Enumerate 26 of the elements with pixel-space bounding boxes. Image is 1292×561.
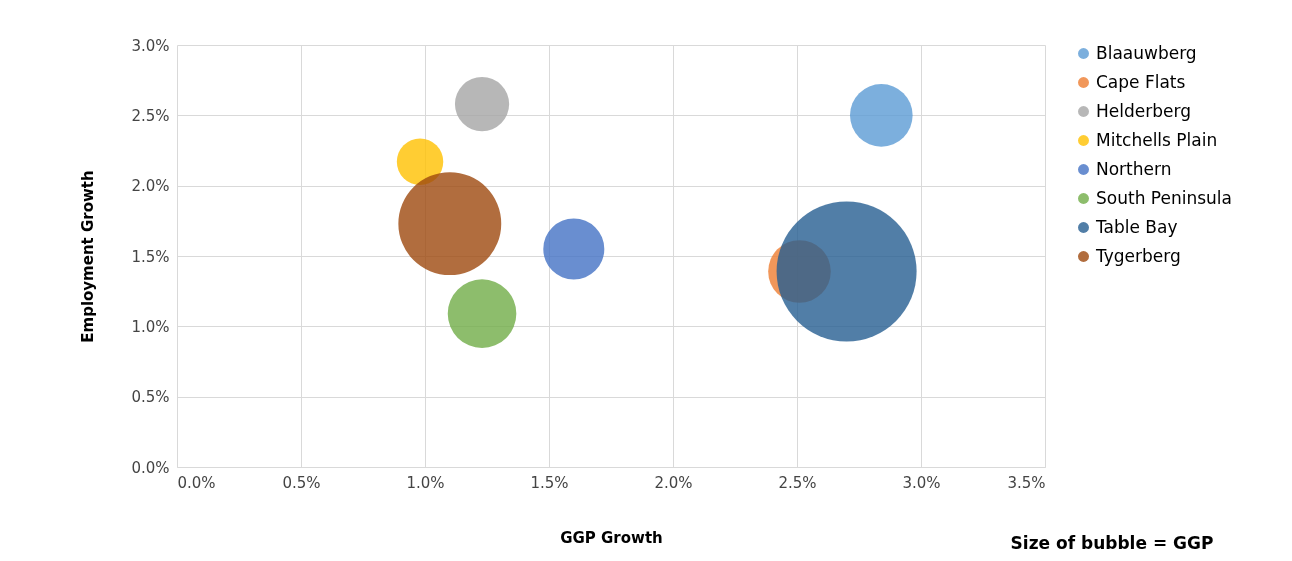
- legend-label: Blaauwberg: [1096, 42, 1197, 63]
- text: Size of bubble = GGP: [1010, 533, 1214, 553]
- legend-label: Mitchells Plain: [1096, 129, 1218, 150]
- legend-label: Cape Flats: [1096, 71, 1186, 92]
- y-tick-label: 1.5%: [131, 247, 170, 266]
- y-tick-label: 2.0%: [131, 177, 170, 196]
- y-axis-title: Employment Growth: [79, 170, 98, 343]
- x-tick-label: 2.0%: [654, 473, 693, 492]
- x-tick-label: 1.0%: [406, 473, 445, 492]
- y-tick-label: 3.0%: [131, 36, 170, 55]
- x-axis-title: GGP Growth: [560, 528, 663, 547]
- legend-label: Tygerberg: [1095, 245, 1181, 266]
- x-tick-label: 0.0%: [177, 473, 216, 492]
- legend-label: Helderberg: [1096, 100, 1191, 121]
- legend-label: Table Bay: [1095, 216, 1178, 237]
- x-tick-label: 3.0%: [902, 473, 941, 492]
- x-tick-label: 1.5%: [530, 473, 569, 492]
- legend-label: South Peninsula: [1096, 187, 1232, 208]
- x-tick-label: 2.5%: [778, 473, 817, 492]
- y-tick-label: 0.5%: [131, 388, 170, 407]
- x-tick-label: 0.5%: [282, 473, 321, 492]
- legend-label: Northern: [1096, 158, 1172, 179]
- x-tick-label: 3.5%: [1007, 473, 1046, 492]
- y-tick-label: 0.0%: [131, 458, 170, 477]
- y-tick-label: 1.0%: [131, 317, 170, 336]
- y-tick-label: 2.5%: [131, 106, 170, 125]
